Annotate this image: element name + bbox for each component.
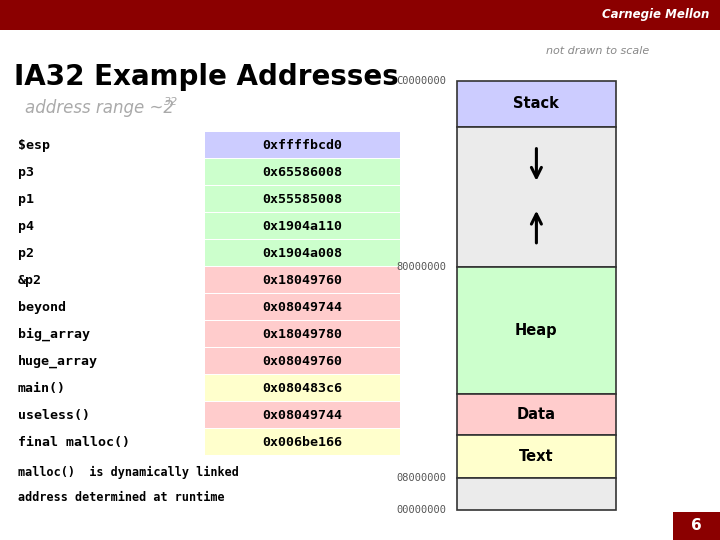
Text: 0x080483c6: 0x080483c6 (262, 382, 343, 395)
Bar (673, 512, 720, 540)
Text: not drawn to scale: not drawn to scale (546, 46, 649, 56)
Bar (205, 159, 400, 185)
Bar (457, 478, 616, 510)
Text: huge_array: huge_array (18, 355, 98, 368)
Text: final malloc(): final malloc() (18, 436, 130, 449)
Text: 0x18049760: 0x18049760 (262, 274, 343, 287)
Text: address range ~2: address range ~2 (25, 99, 174, 117)
Text: useless(): useless() (18, 409, 90, 422)
Text: p1: p1 (18, 193, 34, 206)
Text: Text: Text (519, 449, 554, 464)
Text: 0xffffbcd0: 0xffffbcd0 (262, 139, 343, 152)
Text: malloc()  is dynamically linked: malloc() is dynamically linked (18, 466, 239, 479)
Text: 0x08049744: 0x08049744 (262, 301, 343, 314)
Text: 0x006be166: 0x006be166 (262, 436, 343, 449)
Bar (205, 429, 400, 455)
Text: p3: p3 (18, 166, 34, 179)
Bar (457, 81, 616, 127)
Text: IA32 Example Addresses: IA32 Example Addresses (14, 63, 399, 91)
Text: Stack: Stack (513, 97, 559, 111)
Bar (205, 321, 400, 347)
Bar (205, 186, 400, 212)
Text: Carnegie Mellon: Carnegie Mellon (602, 8, 709, 22)
Text: 0x1904a008: 0x1904a008 (262, 247, 343, 260)
Text: 00000000: 00000000 (397, 505, 446, 515)
Bar (457, 435, 616, 478)
Text: beyond: beyond (18, 301, 66, 314)
Text: main(): main() (18, 382, 66, 395)
Bar (457, 394, 616, 435)
Bar (205, 213, 400, 239)
Text: &p2: &p2 (18, 274, 42, 287)
Text: 0x55585008: 0x55585008 (262, 193, 343, 206)
Text: 32: 32 (164, 97, 179, 106)
Bar (205, 348, 400, 374)
Bar (457, 127, 616, 267)
Text: 0x08049744: 0x08049744 (262, 409, 343, 422)
Text: 0x18049780: 0x18049780 (262, 328, 343, 341)
Text: Data: Data (517, 407, 556, 422)
Bar (205, 132, 400, 158)
Text: p2: p2 (18, 247, 34, 260)
Text: address determined at runtime: address determined at runtime (18, 491, 225, 504)
Bar (205, 267, 400, 293)
Text: $esp: $esp (18, 139, 50, 152)
Bar (0, 0, 720, 30)
Bar (205, 240, 400, 266)
Text: 0x08049760: 0x08049760 (262, 355, 343, 368)
Text: C0000000: C0000000 (397, 76, 446, 86)
Bar (205, 294, 400, 320)
Text: 6: 6 (691, 518, 702, 534)
Text: 08000000: 08000000 (397, 473, 446, 483)
Text: 0x65586008: 0x65586008 (262, 166, 343, 179)
Bar (205, 402, 400, 428)
Text: p4: p4 (18, 220, 34, 233)
Text: 80000000: 80000000 (397, 262, 446, 272)
Text: Heap: Heap (515, 323, 558, 338)
Bar (457, 267, 616, 394)
Text: 0x1904a110: 0x1904a110 (262, 220, 343, 233)
Bar (205, 375, 400, 401)
Text: big_array: big_array (18, 328, 90, 341)
